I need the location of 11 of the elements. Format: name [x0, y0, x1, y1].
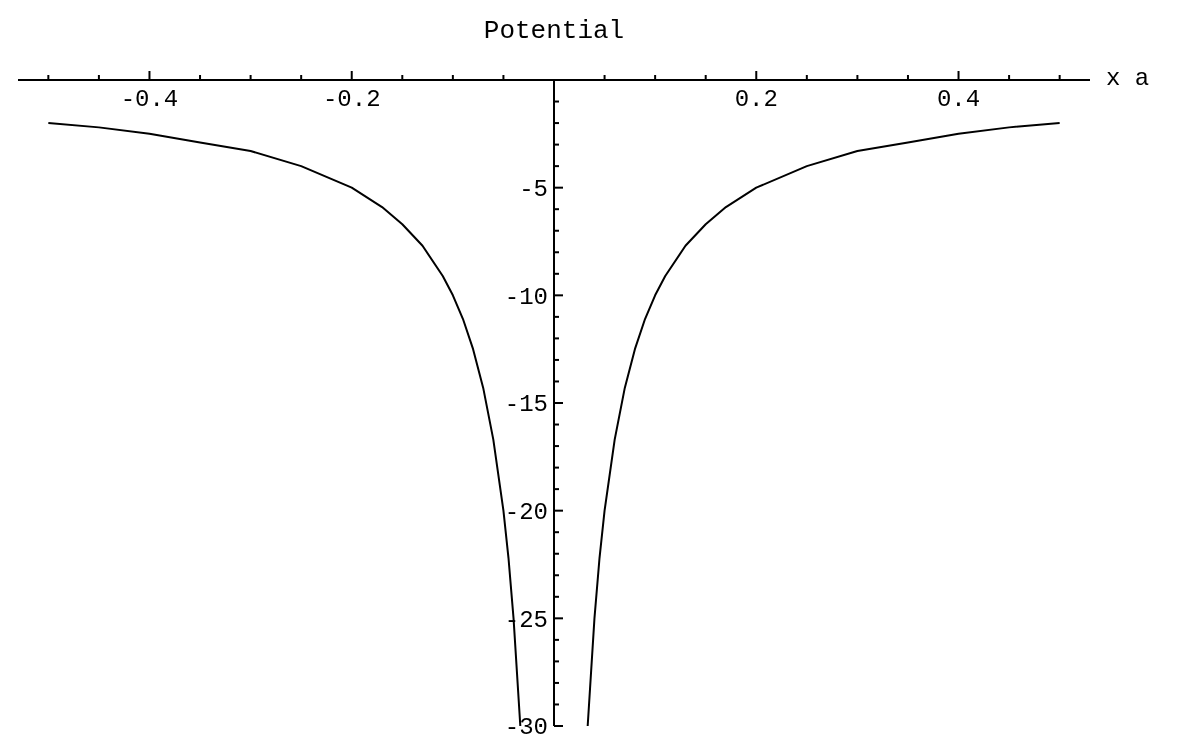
y-tick-label: -10 — [504, 283, 548, 311]
y-tick-label: -5 — [519, 176, 548, 204]
y-tick-label: -15 — [504, 391, 548, 419]
x-tick-label: 0.2 — [734, 86, 778, 113]
x-axis-title: x a — [1106, 64, 1150, 92]
y-tick-label: -30 — [504, 714, 548, 742]
y-tick-label: -20 — [504, 499, 548, 527]
x-tick-label: -0.2 — [322, 86, 381, 113]
chart-title: Potential — [483, 16, 625, 46]
x-tick-label: -0.4 — [120, 86, 179, 113]
x-tick-label: 0.4 — [936, 86, 981, 113]
